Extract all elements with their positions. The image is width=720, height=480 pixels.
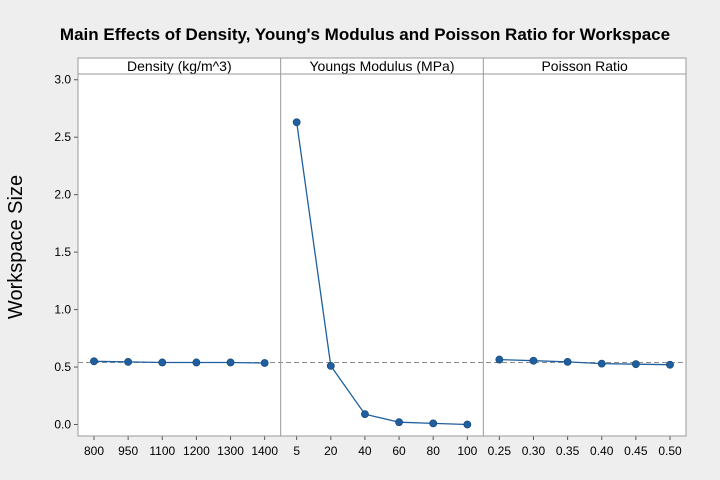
x-tick-label: 0.35 — [556, 444, 580, 458]
x-tick-label: 40 — [358, 444, 372, 458]
x-tick-label: 1200 — [183, 444, 210, 458]
data-point — [631, 360, 640, 369]
plot-background — [78, 74, 686, 436]
y-axis-label: Workspace Size — [5, 175, 27, 319]
y-tick-label: 0.5 — [54, 360, 71, 374]
data-point — [429, 419, 438, 428]
x-tick-label: 0.45 — [624, 444, 648, 458]
data-point — [395, 418, 403, 427]
data-point — [260, 359, 269, 367]
x-tick-label: 1100 — [149, 444, 175, 458]
data-point — [90, 357, 98, 366]
y-tick-label: 1.5 — [54, 245, 71, 259]
data-point — [158, 358, 167, 367]
x-tick-label: 5 — [293, 444, 300, 458]
x-tick-label: 0.50 — [658, 444, 682, 458]
x-tick-label: 800 — [84, 444, 104, 458]
x-tick-label: 1300 — [217, 444, 244, 458]
panel-title: Poisson Ratio — [541, 58, 628, 74]
y-tick-label: 0.0 — [54, 418, 71, 432]
plot-frame — [77, 57, 687, 437]
data-point — [326, 361, 335, 370]
x-tick-label: 0.30 — [522, 444, 546, 458]
panel-title: Density (kg/m^3) — [127, 58, 232, 74]
panel-title: Youngs Modulus (MPa) — [309, 58, 454, 74]
data-point — [597, 359, 606, 368]
y-tick-label: 2.5 — [54, 130, 71, 144]
y-tick-label: 2.0 — [54, 188, 71, 202]
data-point — [361, 410, 369, 419]
data-point — [124, 357, 133, 366]
x-tick-label: 100 — [457, 444, 477, 458]
x-tick-label: 950 — [118, 444, 138, 458]
x-tick-label: 20 — [324, 444, 338, 458]
x-tick-label: 1400 — [251, 444, 278, 458]
data-point — [563, 357, 572, 366]
x-tick-label: 80 — [427, 444, 441, 458]
chart-title: Main Effects of Density, Young's Modulus… — [60, 25, 670, 44]
series-line — [93, 360, 265, 364]
data-point — [529, 356, 538, 365]
data-point — [292, 118, 301, 127]
series-line — [499, 358, 671, 366]
y-tick-label: 1.0 — [54, 303, 71, 317]
data-point — [666, 360, 674, 369]
x-tick-label: 0.25 — [488, 444, 512, 458]
y-tick-label: 3.0 — [54, 73, 71, 87]
data-point — [192, 358, 201, 367]
data-point — [226, 358, 235, 367]
panel-header-strip — [78, 58, 686, 74]
x-tick-label: 0.40 — [590, 444, 614, 458]
data-point — [463, 420, 472, 429]
series-line — [296, 122, 468, 426]
data-point — [495, 355, 504, 364]
x-tick-label: 60 — [392, 444, 406, 458]
